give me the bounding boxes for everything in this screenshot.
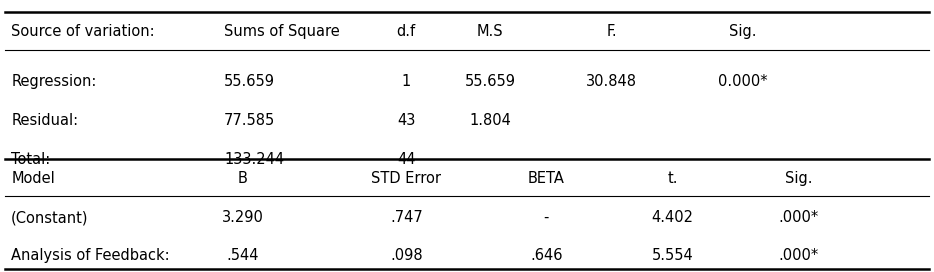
Text: B: B <box>238 171 248 186</box>
Text: Residual:: Residual: <box>11 113 78 128</box>
Text: Analysis of Feedback:: Analysis of Feedback: <box>11 248 170 263</box>
Text: Sig.: Sig. <box>729 24 757 39</box>
Text: d.f: d.f <box>397 24 416 39</box>
Text: 3.290: 3.290 <box>222 210 263 225</box>
Text: STD Error: STD Error <box>372 171 441 186</box>
Text: BETA: BETA <box>528 171 565 186</box>
Text: 77.585: 77.585 <box>224 113 276 128</box>
Text: 4.402: 4.402 <box>652 210 693 225</box>
Text: 5.554: 5.554 <box>652 248 693 263</box>
Text: .544: .544 <box>227 248 259 263</box>
Text: 133.244: 133.244 <box>224 152 284 167</box>
Text: 1: 1 <box>402 74 411 89</box>
Text: Total:: Total: <box>11 152 50 167</box>
Text: F.: F. <box>606 24 617 39</box>
Text: 43: 43 <box>397 113 416 128</box>
Text: Model: Model <box>11 171 55 186</box>
Text: t.: t. <box>667 171 678 186</box>
Text: 1.804: 1.804 <box>470 113 511 128</box>
Text: 0.000*: 0.000* <box>717 74 768 89</box>
Text: 44: 44 <box>397 152 416 167</box>
Text: Sig.: Sig. <box>785 171 813 186</box>
Text: 55.659: 55.659 <box>465 74 516 89</box>
Text: -: - <box>544 210 549 225</box>
Text: Source of variation:: Source of variation: <box>11 24 155 39</box>
Text: .747: .747 <box>389 210 423 225</box>
Text: 55.659: 55.659 <box>224 74 276 89</box>
Text: Sums of Square: Sums of Square <box>224 24 340 39</box>
Text: .098: .098 <box>390 248 422 263</box>
Text: 30.848: 30.848 <box>587 74 637 89</box>
Text: .646: .646 <box>531 248 562 263</box>
Text: (Constant): (Constant) <box>11 210 89 225</box>
Text: .000*: .000* <box>778 210 819 225</box>
Text: Regression:: Regression: <box>11 74 96 89</box>
Text: M.S: M.S <box>477 24 503 39</box>
Text: .000*: .000* <box>778 248 819 263</box>
